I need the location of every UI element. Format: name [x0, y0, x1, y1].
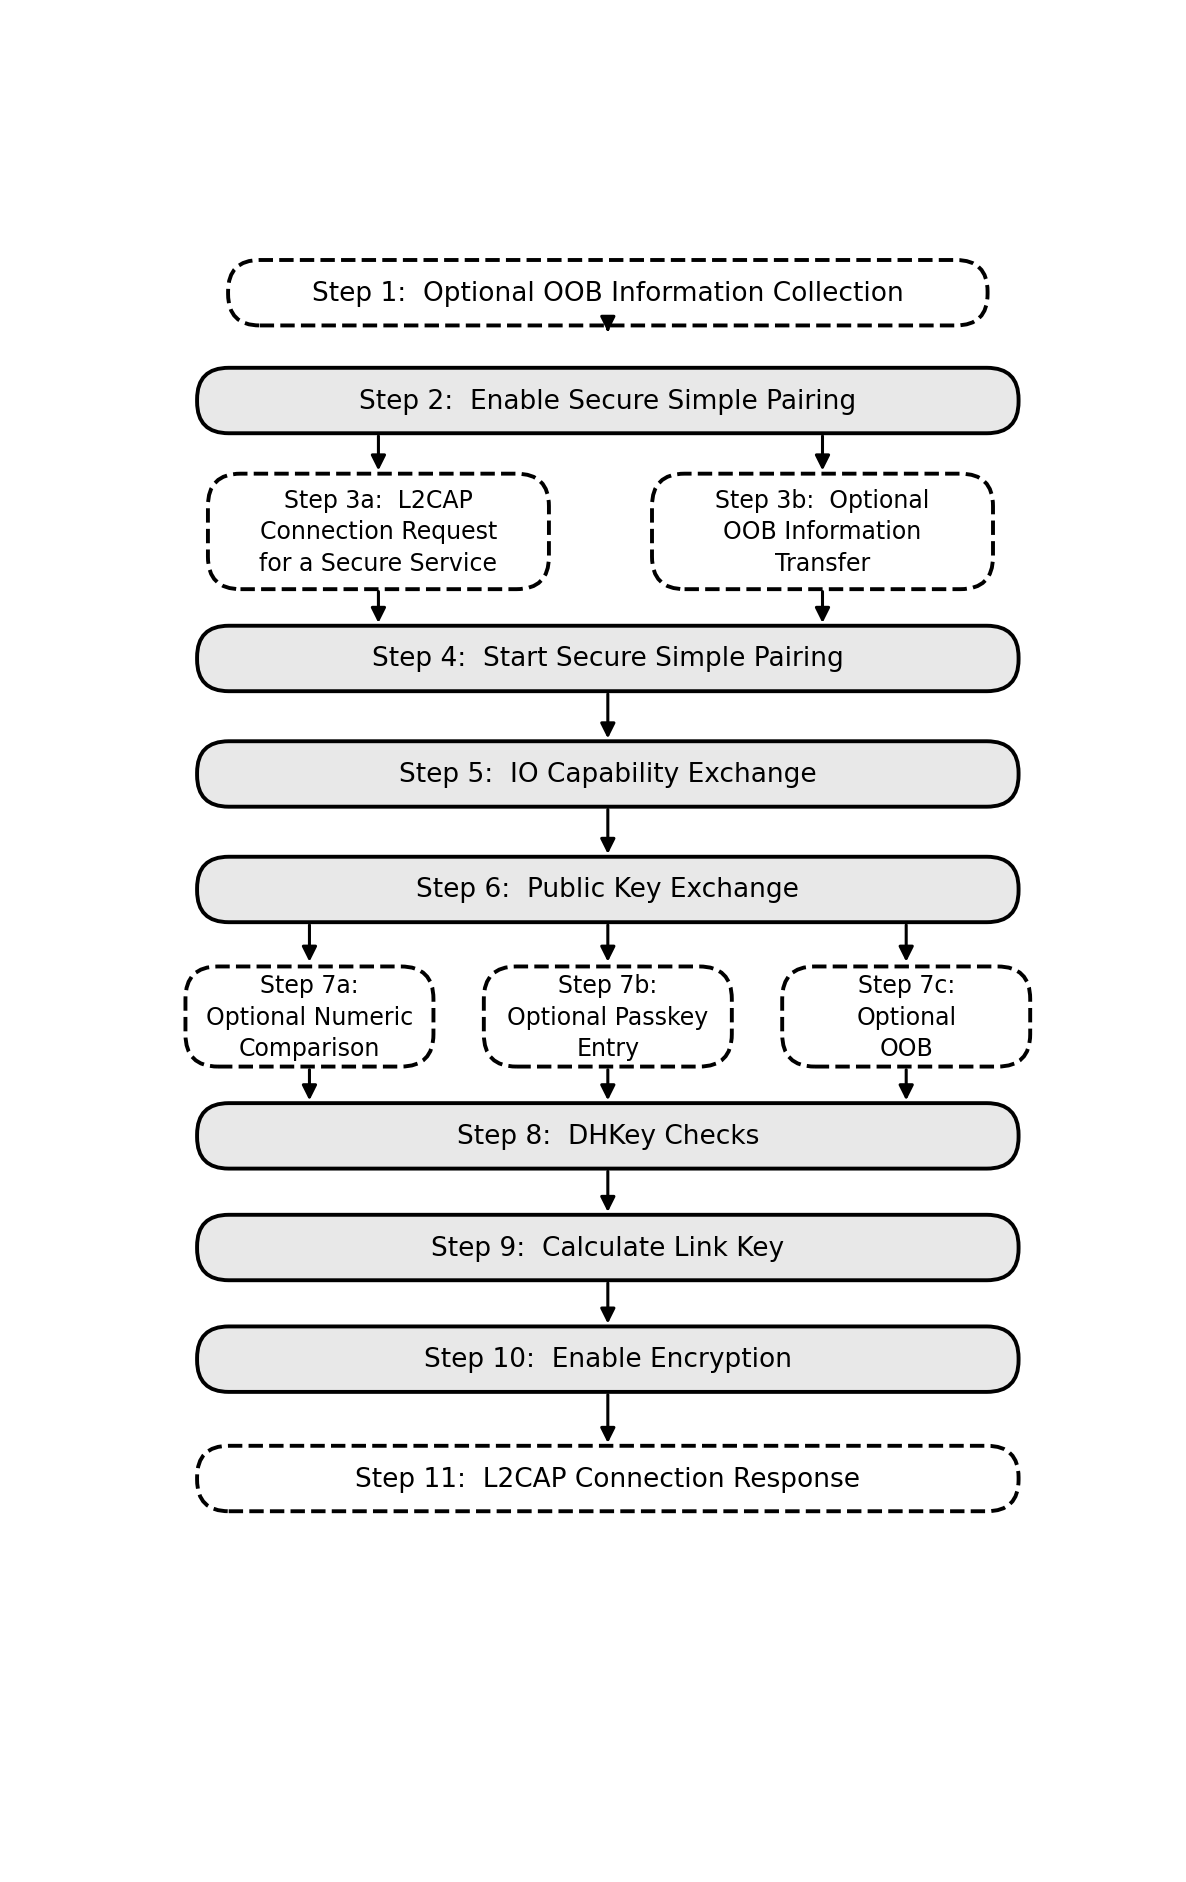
FancyBboxPatch shape: [197, 1216, 1019, 1280]
Text: Step 8:  DHKey Checks: Step 8: DHKey Checks: [457, 1124, 759, 1150]
Text: Step 7c:
Optional
OOB: Step 7c: Optional OOB: [856, 973, 956, 1061]
FancyBboxPatch shape: [208, 474, 549, 589]
FancyBboxPatch shape: [197, 1103, 1019, 1169]
FancyBboxPatch shape: [197, 627, 1019, 693]
Text: Step 7a:
Optional Numeric
Comparison: Step 7a: Optional Numeric Comparison: [206, 973, 413, 1061]
Text: Step 5:  IO Capability Exchange: Step 5: IO Capability Exchange: [398, 762, 817, 787]
Text: Step 11:  L2CAP Connection Response: Step 11: L2CAP Connection Response: [356, 1466, 860, 1492]
Text: Step 10:  Enable Encryption: Step 10: Enable Encryption: [423, 1346, 792, 1372]
FancyBboxPatch shape: [197, 742, 1019, 807]
Text: Step 9:  Calculate Link Key: Step 9: Calculate Link Key: [432, 1235, 784, 1261]
FancyBboxPatch shape: [197, 858, 1019, 922]
FancyBboxPatch shape: [484, 967, 732, 1067]
Text: Step 4:  Start Secure Simple Pairing: Step 4: Start Secure Simple Pairing: [372, 646, 843, 672]
FancyBboxPatch shape: [185, 967, 433, 1067]
Text: Step 2:  Enable Secure Simple Pairing: Step 2: Enable Secure Simple Pairing: [359, 388, 856, 414]
Text: Step 6:  Public Key Exchange: Step 6: Public Key Exchange: [416, 877, 799, 903]
FancyBboxPatch shape: [197, 1327, 1019, 1393]
Text: Step 3a:  L2CAP
Connection Request
for a Secure Service: Step 3a: L2CAP Connection Request for a …: [260, 489, 497, 576]
FancyBboxPatch shape: [652, 474, 993, 589]
FancyBboxPatch shape: [197, 1445, 1019, 1511]
FancyBboxPatch shape: [197, 369, 1019, 435]
Text: Step 1:  Optional OOB Information Collection: Step 1: Optional OOB Information Collect…: [312, 280, 904, 307]
FancyBboxPatch shape: [228, 262, 988, 326]
Text: Step 7b:
Optional Passkey
Entry: Step 7b: Optional Passkey Entry: [508, 973, 708, 1061]
Text: Step 3b:  Optional
OOB Information
Transfer: Step 3b: Optional OOB Information Transf…: [715, 489, 930, 576]
FancyBboxPatch shape: [783, 967, 1031, 1067]
